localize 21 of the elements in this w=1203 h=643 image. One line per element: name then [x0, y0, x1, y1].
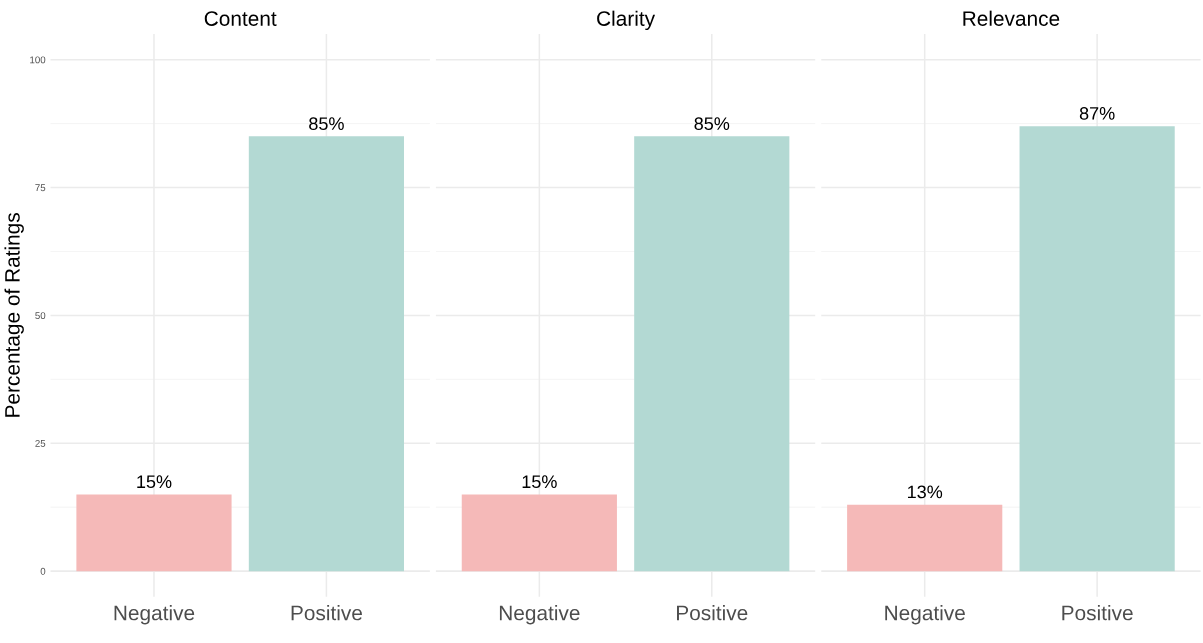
x-tick-label: Negative [885, 605, 965, 625]
data-label: 15% [137, 475, 172, 489]
x-tick-label: Negative [114, 605, 195, 625]
chart-title: Clarity [597, 10, 656, 31]
y-axis-title: Percentage of Ratings [4, 213, 24, 417]
chart-title: Relevance [963, 10, 1060, 26]
data-label: 15% [522, 475, 557, 489]
y-tick-label: 100 [30, 56, 46, 64]
data-label: 87% [1079, 107, 1115, 120]
y-tick-label: 50 [35, 312, 46, 320]
x-tick-label: Positive [291, 605, 362, 621]
y-tick-label: 25 [35, 439, 46, 447]
y-tick-label: 75 [35, 184, 46, 192]
y-tick-label: 0 [40, 567, 46, 575]
x-tick-label: Positive [677, 605, 748, 621]
data-label: 85% [694, 117, 730, 131]
data-label: 13% [908, 485, 943, 499]
x-tick-label: Positive [1062, 605, 1133, 621]
chart-title: Content [204, 11, 277, 26]
x-tick-label: Negative [499, 605, 580, 625]
data-label: 85% [309, 117, 344, 131]
